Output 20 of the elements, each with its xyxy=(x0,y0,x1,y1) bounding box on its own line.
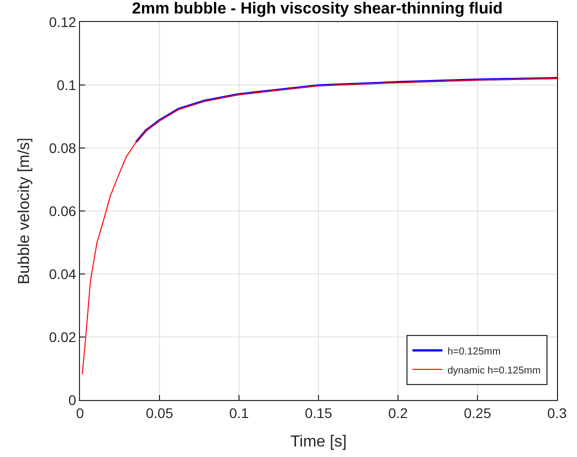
x-tick-label: 0.2 xyxy=(388,404,408,421)
y-tick-label: 0.02 xyxy=(48,328,76,345)
y-tick-label: 0.12 xyxy=(48,14,76,30)
y-tick-label: 0 xyxy=(68,392,76,408)
x-tick-label: 0.15 xyxy=(304,404,332,421)
x-tick-label: 0.1 xyxy=(229,404,249,421)
x-tick-label: 0.05 xyxy=(146,404,174,421)
x-tick-label: 0.25 xyxy=(464,404,492,421)
y-tick-label: 0.08 xyxy=(48,140,76,156)
y-axis-title: Bubble velocity [m/s] xyxy=(16,138,33,284)
line-series xyxy=(82,78,557,375)
chart-title: 2mm bubble - High viscosity shear-thinning fluid xyxy=(132,0,503,18)
y-tick-label: 0.04 xyxy=(48,266,76,282)
x-tick-label: 0.3 xyxy=(547,404,567,421)
y-tick-label: 0.1 xyxy=(56,76,76,93)
legend-label: dynamic h=0.125mm xyxy=(447,365,541,376)
line-series xyxy=(135,76,557,144)
x-axis-title: Time [s] xyxy=(290,434,347,450)
legend-label: h=0.125mm xyxy=(447,346,501,358)
y-tick-label: 0.06 xyxy=(48,202,76,219)
